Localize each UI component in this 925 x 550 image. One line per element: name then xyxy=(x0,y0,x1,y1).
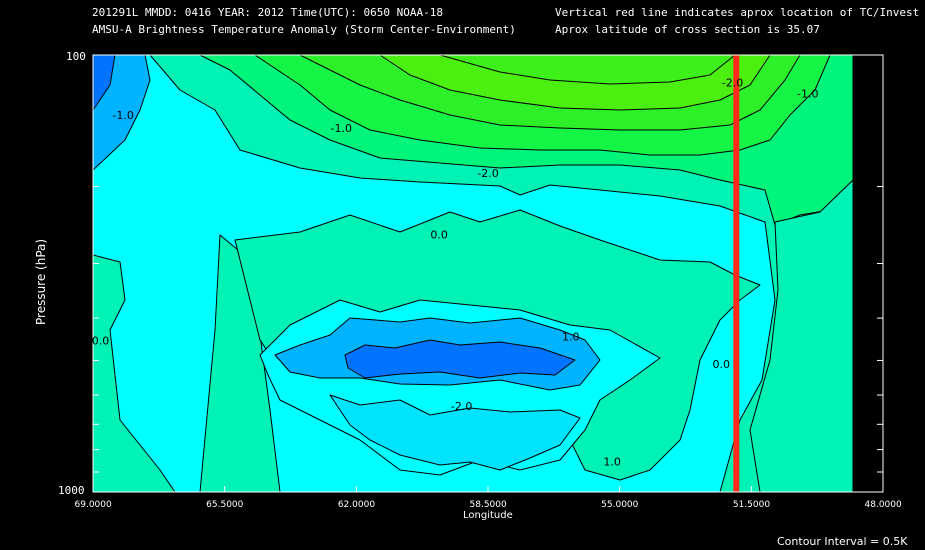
contour-region-minimum xyxy=(344,339,576,379)
plot-right-margin xyxy=(853,55,883,492)
x-tick-label: 62.0000 xyxy=(337,500,376,510)
y-tick-label-bottom: 1000 xyxy=(58,484,85,497)
header-line2-right: Aprox latitude of cross section is 35.07 xyxy=(555,23,820,36)
contour-interval: Contour Interval = 0.5K xyxy=(777,535,908,548)
contour-label: 0.0 xyxy=(92,335,110,348)
y-axis-title: Pressure (hPa) xyxy=(34,238,48,325)
x-tick-label: 55.0000 xyxy=(601,500,639,510)
contour-label: -1.0 xyxy=(112,109,133,122)
contour-label: -2.0 xyxy=(722,76,743,89)
contour-label: -2.0 xyxy=(451,400,472,413)
y-tick-label-top: 100 xyxy=(66,50,86,63)
x-tick-label: 65.5000 xyxy=(206,500,244,510)
x-axis-title: Longitude xyxy=(463,510,513,521)
header-line2-left: AMSU-A Brightness Temperature Anomaly (S… xyxy=(92,23,516,36)
contour-region-right-strip xyxy=(749,179,853,492)
contour-label: 1.0 xyxy=(562,330,580,343)
contour-region-lower xyxy=(329,394,581,471)
contour-label: -1.0 xyxy=(797,87,818,100)
x-tick-label: 58.5000 xyxy=(469,500,507,510)
x-tick-label: 48.0000 xyxy=(864,500,902,510)
contour-label: 1.0 xyxy=(603,456,621,469)
contour-region-upper-left-core xyxy=(93,55,116,111)
header-line1-right: Vertical red line indicates aprox locati… xyxy=(555,6,920,19)
contour-label: 0.0 xyxy=(855,274,873,287)
contour-label: 0.0 xyxy=(430,229,448,242)
contour-label: -1.0 xyxy=(331,122,352,135)
contour-region-lower-left xyxy=(93,254,176,492)
x-tick-label: 69.0000 xyxy=(74,500,112,510)
header-line1-left: 201291L MMDD: 0416 YEAR: 2012 Time(UTC):… xyxy=(92,6,443,19)
contour-label: 0.0 xyxy=(712,358,730,371)
contour-region-green-5 xyxy=(439,55,736,85)
x-tick-label: 51.5000 xyxy=(732,500,771,510)
contour-label: -2.0 xyxy=(477,167,498,180)
